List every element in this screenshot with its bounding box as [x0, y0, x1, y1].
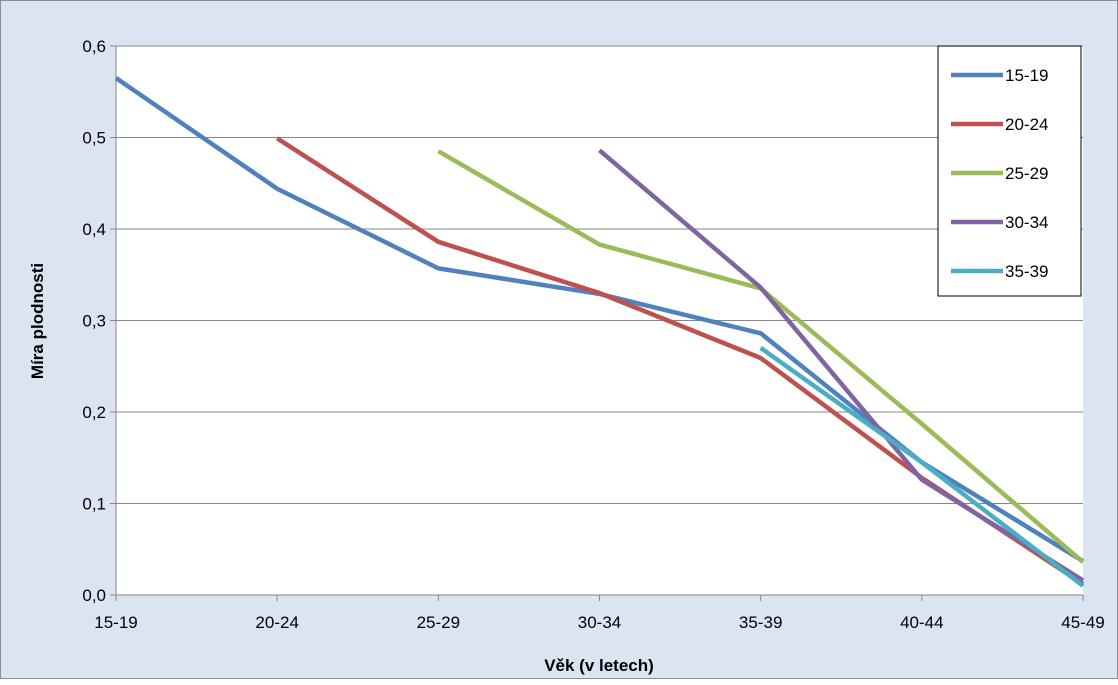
y-tick-label: 0,1 [82, 495, 106, 514]
y-tick-labels: 0,0 0,1 0,2 0,3 0,4 0,5 0,6 [82, 37, 106, 605]
series-lines [114, 76, 1085, 588]
y-tick-label: 0,4 [82, 220, 106, 239]
x-tick-label: 35-39 [739, 613, 782, 632]
x-tick-label: 30-34 [578, 613, 621, 632]
legend-label: 20-24 [1005, 115, 1048, 134]
series-line-30-34 [598, 148, 1085, 583]
series-line-35-39 [759, 346, 1085, 588]
x-tick-label: 15-19 [94, 613, 137, 632]
x-tick-label: 25-29 [417, 613, 460, 632]
gridlines [110, 45, 1084, 601]
y-axis-title: Míra plodnosti [28, 263, 47, 379]
y-tick-label: 0,5 [82, 129, 106, 148]
x-tick-labels: 15-19 20-24 25-29 30-34 35-39 40-44 45-49 [94, 613, 1104, 632]
x-tick-label: 40-44 [900, 613, 943, 632]
x-axis-title: Věk (v letech) [544, 656, 654, 675]
y-tick-label: 0,3 [82, 312, 106, 331]
legend-label: 25-29 [1005, 164, 1048, 183]
y-tick-label: 0,2 [82, 403, 106, 422]
legend-label: 35-39 [1005, 262, 1048, 281]
legend: 15-19 20-24 25-29 30-34 35-39 [937, 45, 1082, 297]
y-tick-label: 0,0 [82, 586, 106, 605]
x-tick-label: 20-24 [255, 613, 298, 632]
axes [115, 46, 1083, 596]
x-tick-label: 45-49 [1061, 613, 1104, 632]
y-tick-label: 0,6 [82, 37, 106, 56]
legend-label: 30-34 [1005, 213, 1048, 232]
legend-label: 15-19 [1005, 66, 1048, 85]
